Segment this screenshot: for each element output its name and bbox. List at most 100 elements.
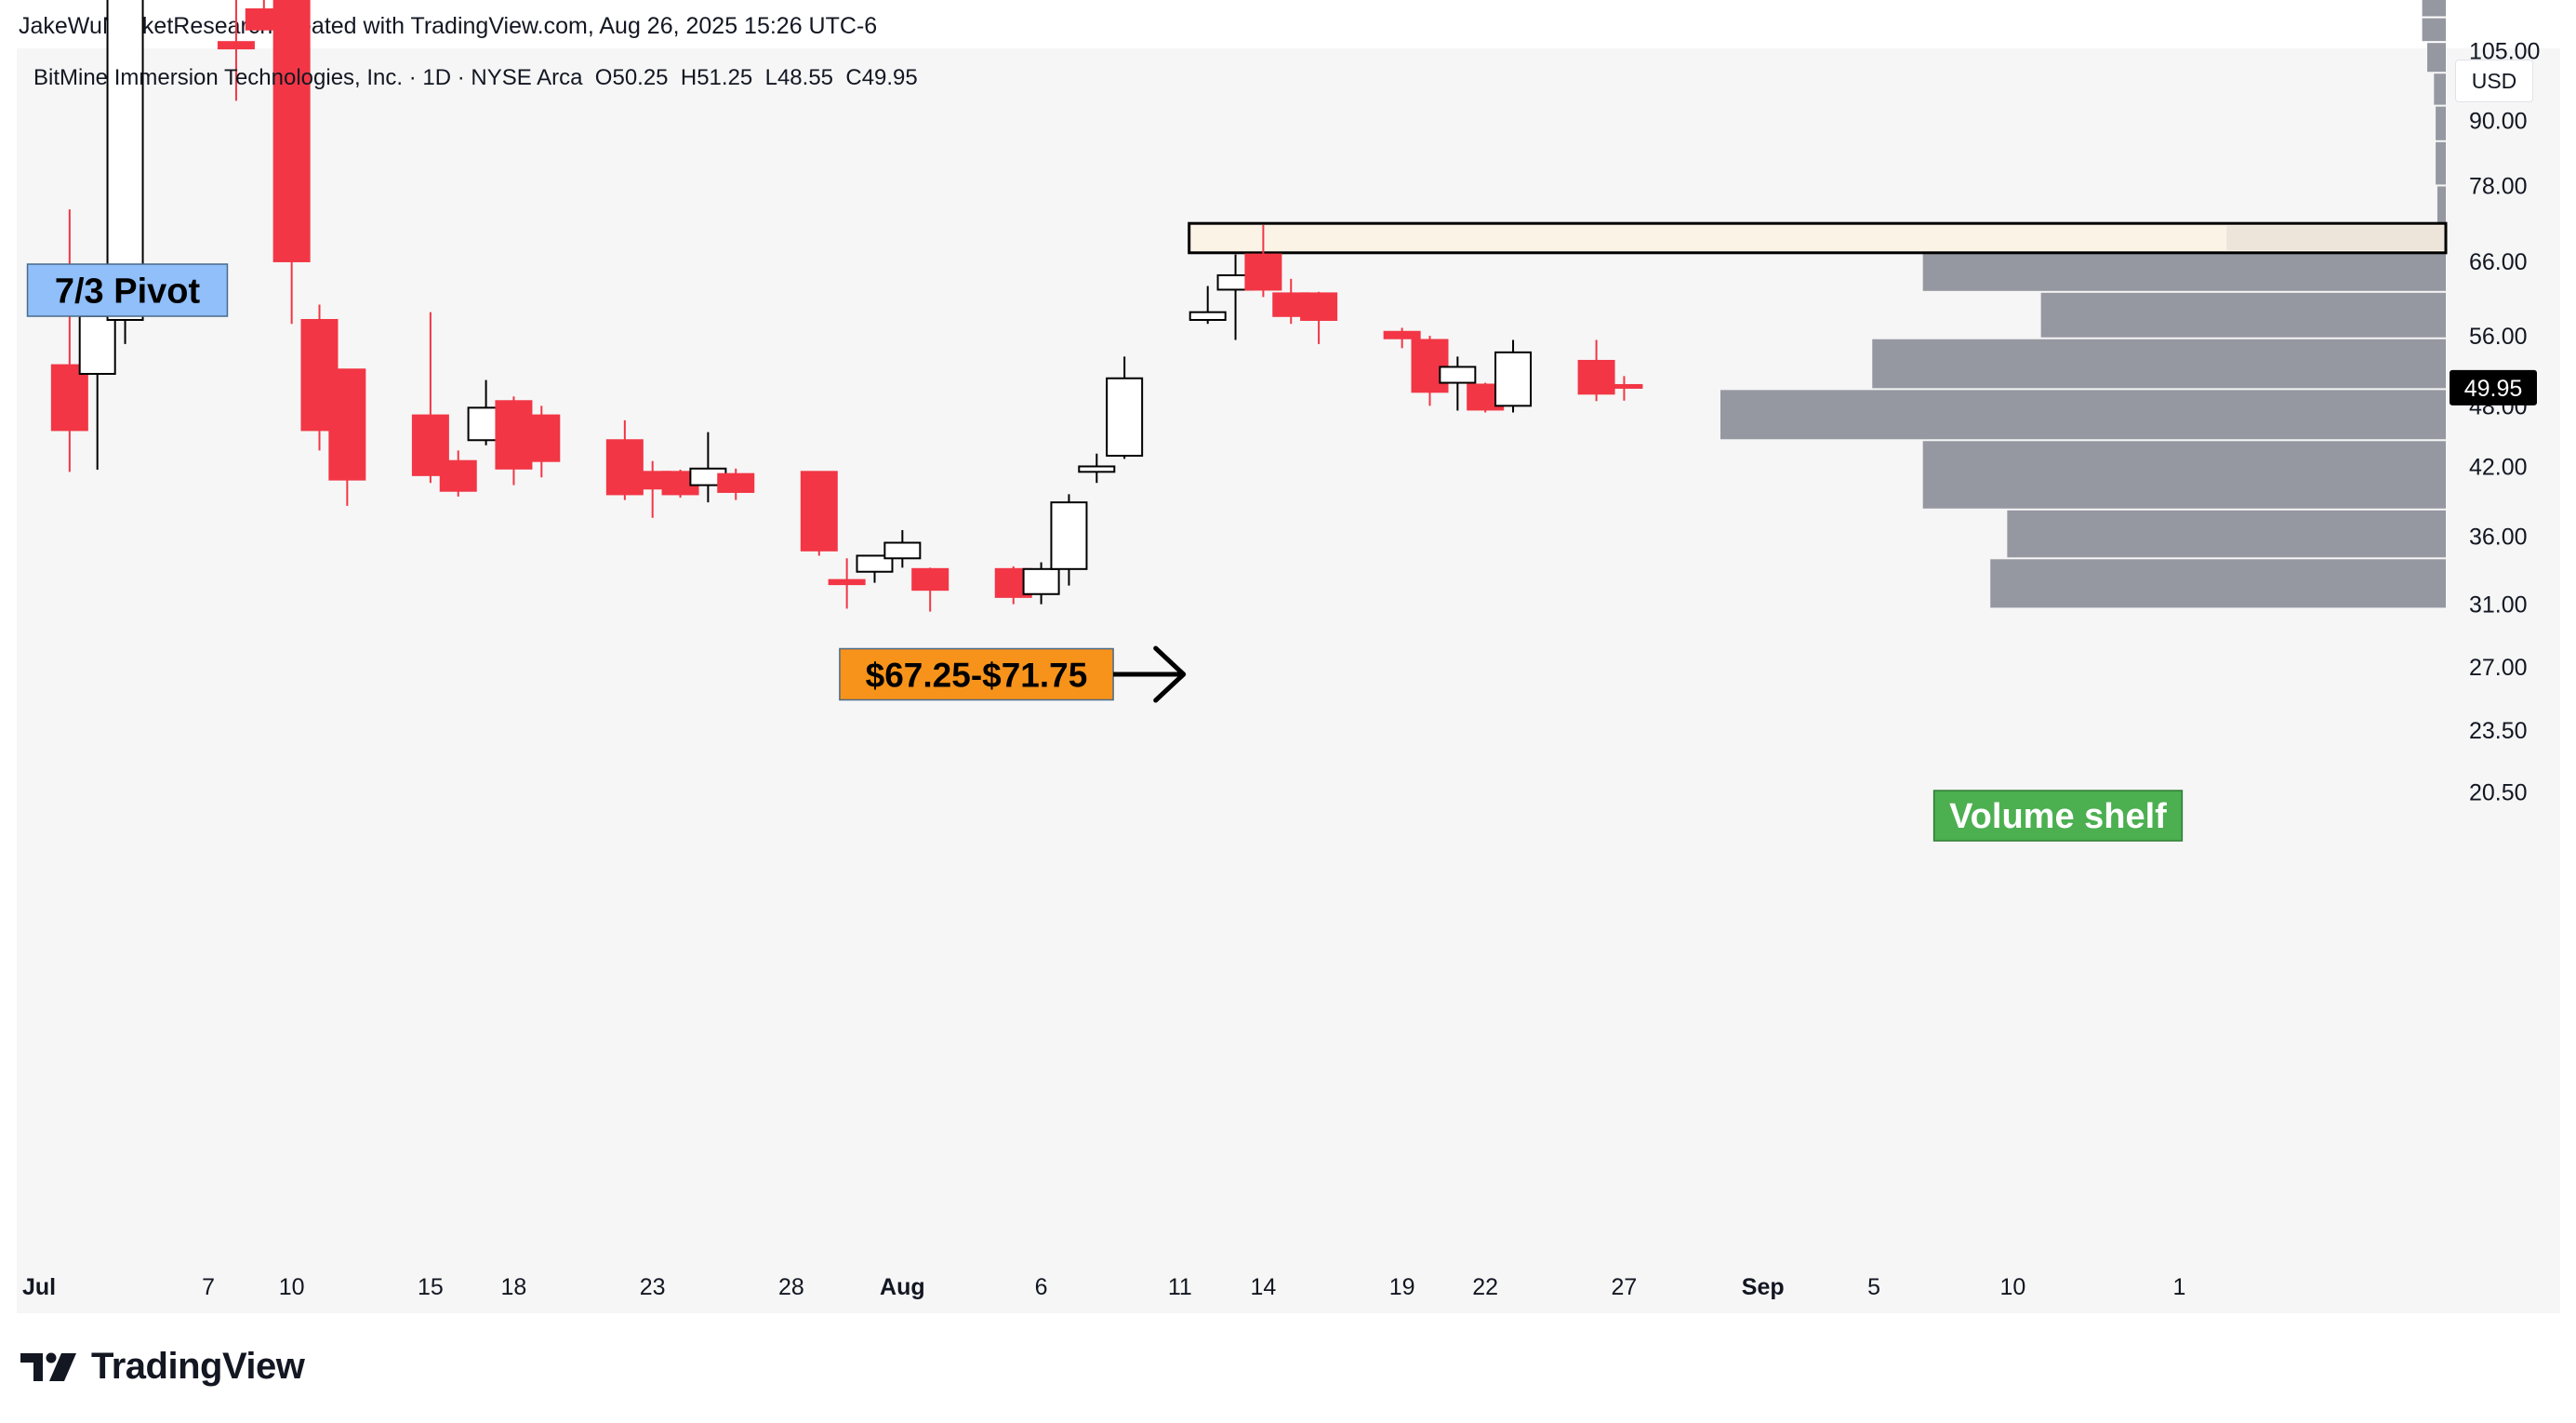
time-tick-label: Aug	[880, 1274, 925, 1300]
candle-body	[523, 414, 561, 462]
time-tick-label: 15	[418, 1274, 444, 1300]
chart-attribution: JakeWuMarketResearch created with Tradin…	[19, 13, 878, 39]
candle	[1078, 453, 1116, 484]
pivot-label: 7/3 Pivot	[26, 263, 229, 317]
time-axis[interactable]: Jul 7 10 15 18 23 28 Aug 6 11 14 19 22 27 Sep 5 10 1	[22, 1274, 2185, 1300]
candle-body	[856, 554, 894, 573]
time-tick-label: 10	[1999, 1274, 2025, 1300]
tradingview-logo-icon	[20, 1352, 76, 1381]
tradingview-logo[interactable]: TradingView	[20, 1346, 305, 1388]
volume-profile-bar	[1990, 559, 2446, 608]
candle	[856, 554, 894, 583]
last-price-text: 49.95	[2464, 376, 2523, 402]
volume-shelf-label-text: Volume shelf	[1949, 797, 2167, 836]
candle	[217, 0, 255, 101]
candle-body	[78, 314, 116, 375]
volume-profile-bar	[1720, 390, 2446, 440]
candle-body	[1494, 351, 1533, 407]
candle-body	[717, 472, 755, 493]
price-tick-label: 36.00	[2469, 525, 2528, 551]
currency-button[interactable]: USD	[2455, 60, 2533, 102]
candle-body	[1106, 377, 1144, 457]
candle	[1244, 224, 1282, 298]
time-tick-label: 18	[501, 1274, 527, 1300]
candle	[1050, 494, 1088, 586]
time-tick-label: 5	[1867, 1274, 1880, 1300]
price-tick-label: 27.00	[2469, 655, 2528, 681]
candle	[78, 282, 116, 470]
time-tick-label: 11	[1168, 1274, 1192, 1300]
candle	[523, 406, 561, 478]
candle	[605, 419, 644, 500]
legend-symbol: BitMine Immersion Technologies, Inc. · 1…	[33, 65, 583, 90]
zone-arrow-head	[1153, 645, 1187, 703]
volume-profile-bar	[2436, 141, 2446, 185]
zone-label-bg	[839, 647, 1114, 701]
tradingview-wordmark: TradingView	[91, 1346, 305, 1387]
volume-shelf-label-bg	[1932, 790, 2184, 842]
symbol-legend: BitMine Immersion Technologies, Inc. · 1…	[33, 65, 918, 91]
candle-body	[50, 364, 88, 432]
price-tick-label: 56.00	[2469, 324, 2528, 350]
candle-body	[911, 567, 949, 592]
candle	[50, 209, 88, 472]
candle	[911, 567, 949, 612]
price-tick-label: 66.00	[2469, 249, 2528, 275]
price-tick-label: 31.00	[2469, 592, 2528, 618]
candle-body	[1050, 501, 1088, 570]
time-tick-label: 19	[1389, 1274, 1415, 1300]
annotations: 7/3 Pivot $67.25-$71.75 Volume shelf	[26, 263, 2184, 842]
candle	[800, 471, 838, 556]
time-tick-label: Sep	[1742, 1274, 1785, 1300]
price-axis[interactable]: 240.00200.00170.00140.00120.00105.0090.0…	[2450, 0, 2540, 805]
candle-body	[1300, 292, 1338, 321]
candle	[1494, 339, 1533, 413]
volume-profile-bar	[2007, 510, 2446, 558]
pivot-label-text: 7/3 Pivot	[55, 273, 201, 312]
candle	[439, 450, 477, 497]
candle-body	[1411, 339, 1449, 393]
candle-body	[1022, 567, 1060, 595]
time-tick-label: 23	[640, 1274, 666, 1300]
candle-body	[1605, 383, 1643, 389]
candle	[411, 312, 449, 484]
candle	[1439, 356, 1477, 411]
volume-profile-bar	[1922, 441, 2446, 509]
volume-shelf-label: Volume shelf	[1932, 790, 2184, 842]
price-tick-label: 23.50	[2469, 718, 2528, 744]
legend-close: C49.95	[845, 65, 918, 90]
candle-body	[272, 0, 311, 262]
candle	[1300, 291, 1338, 344]
candle	[717, 468, 755, 500]
price-tick-label: 90.00	[2469, 109, 2528, 135]
legend-open: O50.25	[594, 65, 669, 90]
time-tick-label: 14	[1250, 1274, 1276, 1300]
legend-low: L48.55	[764, 65, 834, 90]
candle-body	[1577, 359, 1615, 395]
last-price-tag	[2450, 369, 2537, 406]
candle-body	[217, 41, 255, 50]
candle-body	[328, 368, 366, 481]
time-tick-label: Jul	[22, 1274, 56, 1300]
candle	[828, 558, 866, 609]
pivot-label-bg	[26, 263, 229, 317]
volume-profile-bar	[2437, 186, 2446, 224]
resistance-zone-layer	[1188, 221, 2448, 255]
candle	[1383, 327, 1421, 349]
time-tick-label: 27	[1612, 1274, 1638, 1300]
volume-profile-bar	[2422, 0, 2446, 17]
time-tick-label: 7	[202, 1274, 215, 1300]
zone-label-text: $67.25-$71.75	[866, 656, 1088, 694]
price-tick-label: 78.00	[2469, 173, 2528, 199]
candle	[883, 529, 922, 568]
volume-profile	[1720, 0, 2446, 608]
volume-profile-bar	[2434, 73, 2446, 105]
candle	[1106, 356, 1144, 459]
volume-profile-bar	[1922, 251, 2446, 291]
volume-profile-bar	[2040, 292, 2446, 338]
candle-body	[883, 541, 922, 560]
candle-body	[1439, 366, 1477, 384]
price-tick-label: 20.50	[2469, 779, 2528, 805]
time-tick-label: 22	[1472, 1274, 1498, 1300]
